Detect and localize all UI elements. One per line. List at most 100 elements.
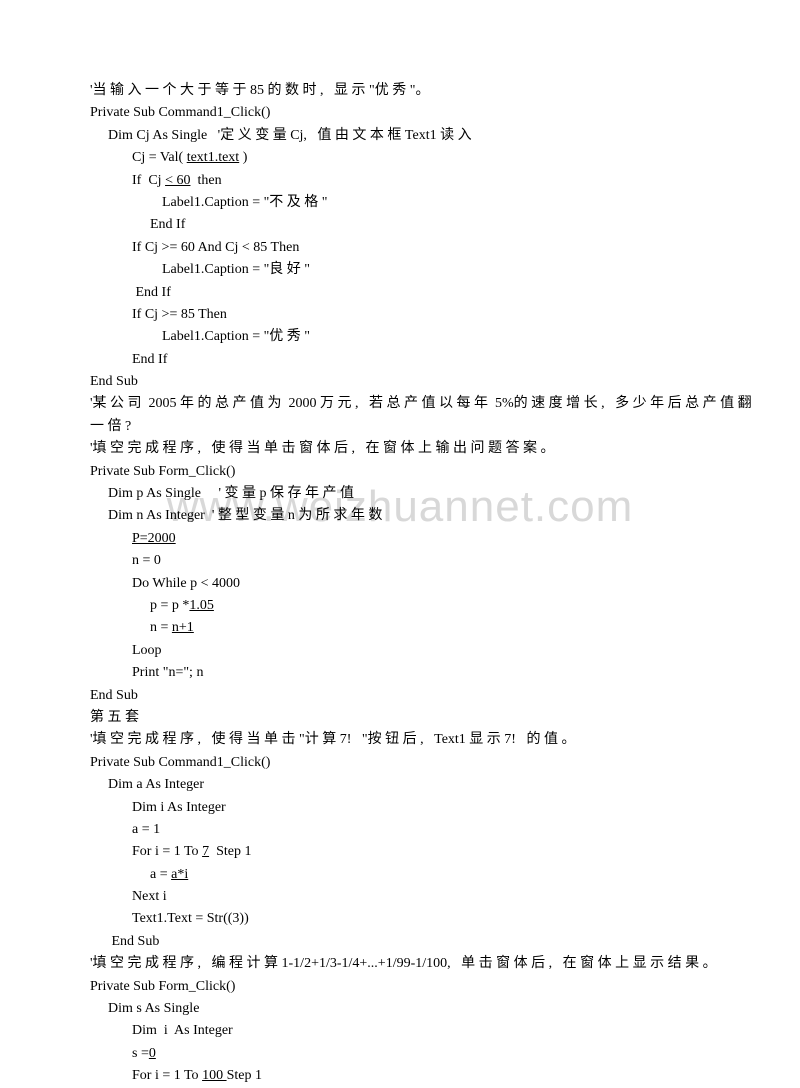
code-text: Dim Cj As Single '定 义 变 量 Cj, 值 由 文 本 框 … (108, 128, 472, 143)
code-line: If Cj < 60 then (90, 170, 710, 192)
code-text: ) (239, 150, 247, 165)
code-text: End If (132, 285, 171, 300)
code-text: For i = 1 To (132, 844, 202, 859)
code-line: Dim i As Integer (90, 1020, 710, 1042)
code-text: n = (150, 620, 172, 635)
code-text: Do While p < 4000 (132, 576, 240, 591)
code-text: '填 空 完 成 程 序 , 编 程 计 算 1-1/2+1/3-1/4+...… (90, 956, 717, 971)
code-line: Dim a As Integer (90, 774, 710, 796)
document-body: '当 输 入 一 个 大 于 等 于 85 的 数 时 , 显 示 "优 秀 "… (90, 80, 710, 1088)
code-line: Private Sub Command1_Click() (90, 102, 710, 124)
code-line: Text1.Text = Str((3)) (90, 908, 710, 930)
code-text: Private Sub Command1_Click() (90, 105, 270, 120)
code-line: Dim n As Integer ' 整 型 变 量 n 为 所 求 年 数 (90, 505, 710, 527)
code-text: Label1.Caption = "不 及 格 " (162, 195, 328, 210)
code-text: '某 公 司 2005 年 的 总 产 值 为 2000 万 元 , 若 总 产… (90, 396, 752, 411)
code-line: '填 空 完 成 程 序 , 编 程 计 算 1-1/2+1/3-1/4+...… (90, 953, 710, 975)
code-line: a = a*i (90, 864, 710, 886)
code-line: End If (90, 214, 710, 236)
code-text: Label1.Caption = "优 秀 " (162, 329, 310, 344)
code-line: End If (90, 282, 710, 304)
code-line: Private Sub Command1_Click() (90, 752, 710, 774)
code-text: If Cj >= 60 And Cj < 85 Then (132, 240, 299, 255)
code-text: End Sub (90, 688, 138, 703)
blank-answer: 0 (149, 1046, 156, 1061)
code-text: For i = 1 To (132, 1068, 202, 1083)
code-line: Loop (90, 640, 710, 662)
blank-answer: 1.05 (189, 598, 214, 613)
code-text: Dim i As Integer (132, 1023, 233, 1038)
code-line: p = p *1.05 (90, 595, 710, 617)
code-line: P=2000 (90, 528, 710, 550)
blank-answer: 100 (202, 1068, 227, 1083)
code-text: a = 1 (132, 822, 160, 837)
code-line: a = 1 (90, 819, 710, 841)
code-text: Dim i As Integer (132, 800, 226, 815)
code-text: 第 五 套 (90, 710, 139, 725)
code-text: End Sub (90, 374, 138, 389)
code-line: Cj = Val( text1.text ) (90, 147, 710, 169)
code-text: then (190, 173, 221, 188)
code-text: Private Sub Form_Click() (90, 464, 235, 479)
code-text: Print "n="; n (132, 665, 203, 680)
code-line: '当 输 入 一 个 大 于 等 于 85 的 数 时 , 显 示 "优 秀 "… (90, 80, 710, 102)
code-line: For i = 1 To 7 Step 1 (90, 841, 710, 863)
code-text: '填 空 完 成 程 序 , 使 得 当 单 击 窗 体 后 , 在 窗 体 上… (90, 441, 555, 456)
code-text: If Cj (132, 173, 165, 188)
code-text: Step 1 (209, 844, 251, 859)
code-text: n = 0 (132, 553, 161, 568)
code-text: Loop (132, 643, 162, 658)
code-text: Cj = Val( (132, 150, 187, 165)
code-text: Dim s As Single (108, 1001, 199, 1016)
code-line: Private Sub Form_Click() (90, 976, 710, 998)
code-line: Next i (90, 886, 710, 908)
code-text: End If (132, 352, 167, 367)
code-line: Dim i As Integer (90, 797, 710, 819)
code-line: Do While p < 4000 (90, 573, 710, 595)
code-line: Label1.Caption = "不 及 格 " (90, 192, 710, 214)
code-text: p = p * (150, 598, 189, 613)
code-text: Step 1 (227, 1068, 262, 1083)
code-line: n = 0 (90, 550, 710, 572)
code-line: End Sub (90, 685, 710, 707)
code-text: If Cj >= 85 Then (132, 307, 227, 322)
code-line: n = n+1 (90, 617, 710, 639)
code-text: 一 倍 ? (90, 419, 131, 434)
blank-answer: a*i (171, 867, 188, 882)
blank-answer: < 60 (165, 173, 190, 188)
code-text: Next i (132, 889, 167, 904)
code-text: Text1.Text = Str((3)) (132, 911, 249, 926)
code-text: '当 输 入 一 个 大 于 等 于 85 的 数 时 , 显 示 "优 秀 "… (90, 83, 429, 98)
code-line: End Sub (90, 371, 710, 393)
blank-answer: P=2000 (132, 531, 176, 546)
code-line: End If (90, 349, 710, 371)
code-line: 一 倍 ? (90, 416, 710, 438)
code-line: Label1.Caption = "良 好 " (90, 259, 710, 281)
code-line: Dim p As Single ' 变 量 p 保 存 年 产 值 (90, 483, 710, 505)
code-line: Private Sub Form_Click() (90, 461, 710, 483)
code-text: Label1.Caption = "良 好 " (162, 262, 310, 277)
code-text: Dim n As Integer ' 整 型 变 量 n 为 所 求 年 数 (108, 508, 382, 523)
code-line: For i = 1 To 100 Step 1 (90, 1065, 710, 1087)
code-line: '填 空 完 成 程 序 , 使 得 当 单 击 窗 体 后 , 在 窗 体 上… (90, 438, 710, 460)
code-line: Label1.Caption = "优 秀 " (90, 326, 710, 348)
code-text: s = (132, 1046, 149, 1061)
code-text: Dim a As Integer (108, 777, 204, 792)
code-line: s =0 (90, 1043, 710, 1065)
blank-answer: n+1 (172, 620, 194, 635)
blank-answer: text1.text (187, 150, 240, 165)
code-line: If Cj >= 85 Then (90, 304, 710, 326)
code-text: End Sub (108, 934, 159, 949)
code-line: Dim Cj As Single '定 义 变 量 Cj, 值 由 文 本 框 … (90, 125, 710, 147)
code-line: Print "n="; n (90, 662, 710, 684)
code-line: 第 五 套 (90, 707, 710, 729)
code-line: If Cj >= 60 And Cj < 85 Then (90, 237, 710, 259)
code-text: Private Sub Command1_Click() (90, 755, 270, 770)
code-text: a = (150, 867, 171, 882)
code-text: End If (150, 217, 185, 232)
code-text: Dim p As Single ' 变 量 p 保 存 年 产 值 (108, 486, 354, 501)
code-line: '某 公 司 2005 年 的 总 产 值 为 2000 万 元 , 若 总 产… (90, 393, 710, 415)
blank-answer: 7 (202, 844, 209, 859)
code-line: '填 空 完 成 程 序 , 使 得 当 单 击 "计 算 7! "按 钮 后 … (90, 729, 710, 751)
code-line: Dim s As Single (90, 998, 710, 1020)
